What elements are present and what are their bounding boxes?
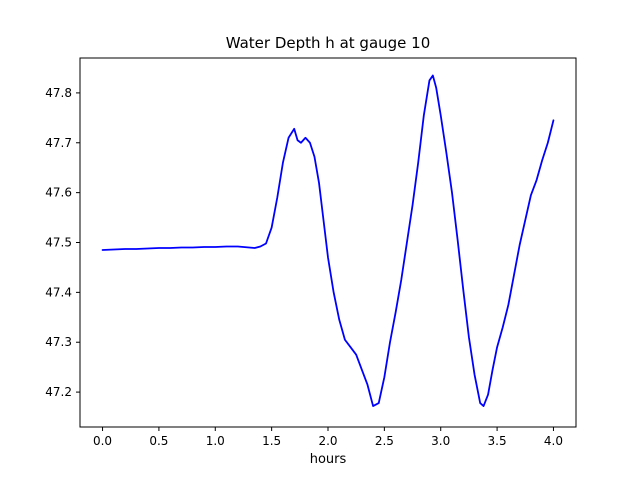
chart-title: Water Depth h at gauge 10: [225, 34, 431, 52]
x-tick-label: 2.0: [318, 434, 337, 448]
y-tick-label: 47.6: [45, 186, 72, 200]
y-tick-label: 47.3: [45, 335, 72, 349]
y-tick-label: 47.4: [45, 285, 72, 299]
axes-frame: [79, 57, 577, 428]
x-tick-label: 1.5: [262, 434, 281, 448]
x-tick-label: 3.0: [431, 434, 450, 448]
x-tick-label: 4.0: [544, 434, 563, 448]
x-tick-label: 1.0: [206, 434, 225, 448]
x-tick-label: 0.0: [93, 434, 112, 448]
x-tick-label: 3.5: [488, 434, 507, 448]
y-tick-label: 47.8: [45, 86, 72, 100]
x-tick-label: 2.5: [375, 434, 394, 448]
y-tick-label: 47.2: [45, 385, 72, 399]
water-depth-series-line: [101, 74, 555, 407]
x-tick-label: 0.5: [149, 434, 168, 448]
x-axis-label: hours: [309, 452, 347, 467]
y-tick-label: 47.5: [45, 236, 72, 250]
y-tick-label: 47.7: [45, 136, 72, 150]
